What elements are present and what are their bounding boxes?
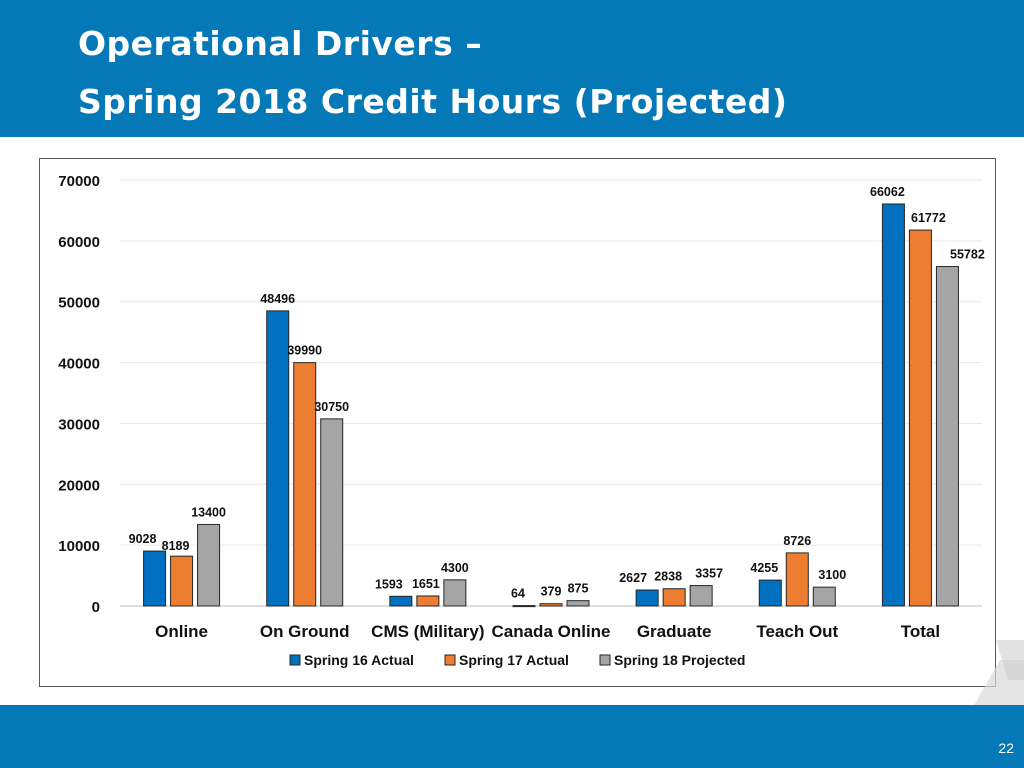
y-tick-label: 30000: [58, 416, 100, 433]
bar: [197, 523, 221, 607]
bar: [539, 603, 563, 607]
y-tick-label: 10000: [58, 538, 100, 555]
legend-swatch: [444, 654, 456, 666]
category-label: Graduate: [637, 622, 712, 641]
bar: [908, 229, 932, 607]
bar: [293, 362, 317, 607]
y-tick-label: 40000: [58, 356, 100, 373]
chart-frame: 0 10000 20000 30000 40000 50000 60000 70000 902…: [39, 158, 996, 687]
legend-swatch: [289, 654, 301, 666]
data-labels: 9028 8189 13400 48496 39990 30750 1593 16514300…: [129, 185, 985, 601]
data-label: 1593: [375, 577, 403, 591]
legend: Spring 16 Actual Spring 17 Actual Spring 1…: [289, 652, 745, 668]
slide-header: Operational Drivers – Spring 2018 Credit…: [0, 0, 1024, 137]
bar: [662, 588, 686, 607]
bar-chart: 0 10000 20000 30000 40000 50000 60000 70000 902…: [58, 173, 985, 668]
page-number: 22: [998, 740, 1014, 756]
bar: [881, 203, 905, 607]
bar: [389, 595, 413, 607]
bar: [416, 595, 440, 607]
data-label: 64: [511, 587, 525, 601]
category-label: Total: [901, 622, 940, 641]
data-label: 61772: [911, 211, 946, 225]
y-tick-label: 20000: [58, 477, 100, 494]
legend-label: Spring 17 Actual: [459, 652, 569, 668]
data-label: 48496: [260, 292, 295, 306]
data-label: 2627: [619, 571, 647, 585]
bar: [689, 585, 713, 607]
category-label: Canada Online: [491, 622, 610, 641]
data-label: 9028: [129, 532, 157, 546]
data-label: 4255: [750, 561, 778, 575]
bar: [266, 310, 290, 607]
slide-title-line-1: Operational Drivers –: [78, 24, 483, 63]
data-label: 1651: [412, 577, 440, 591]
bar: [320, 418, 344, 607]
data-label: 875: [568, 582, 589, 596]
bar: [785, 552, 809, 607]
gridlines: [120, 179, 982, 607]
data-label: 8726: [783, 534, 811, 548]
y-tick-label: 50000: [58, 295, 100, 312]
x-axis-categories: Online On Ground CMS (Military) Canada Onli…: [155, 622, 940, 641]
bar: [935, 266, 959, 607]
data-label: 3357: [695, 567, 723, 581]
category-label: On Ground: [260, 622, 350, 641]
data-label: 66062: [870, 185, 905, 199]
legend-swatch: [599, 654, 611, 666]
bar: [512, 605, 536, 608]
bar: [758, 579, 782, 607]
data-label: 8189: [162, 539, 190, 553]
y-tick-label: 60000: [58, 234, 100, 251]
data-label: 379: [541, 585, 562, 599]
legend-label: Spring 18 Projected: [614, 652, 745, 668]
y-tick-label: 70000: [58, 173, 100, 190]
data-label: 30750: [314, 400, 349, 414]
y-tick-label: 0: [92, 599, 100, 616]
data-label: 13400: [191, 505, 226, 519]
bar: [635, 589, 659, 607]
data-label: 3100: [818, 568, 846, 582]
slide-footer: [0, 705, 1024, 768]
bar: [443, 579, 467, 607]
bar: [170, 555, 194, 607]
legend-label: Spring 16 Actual: [304, 652, 414, 668]
category-label: Teach Out: [756, 622, 838, 641]
bar: [566, 600, 590, 607]
slide-title-line-2: Spring 2018 Credit Hours (Projected): [78, 82, 788, 121]
data-label: 39990: [287, 344, 322, 358]
data-label: 2838: [654, 570, 682, 584]
data-label: 55782: [950, 248, 985, 262]
bar: [812, 586, 836, 607]
bar: [143, 550, 167, 607]
category-label: Online: [155, 622, 208, 641]
category-label: CMS (Military): [371, 622, 484, 641]
bars: [143, 203, 959, 608]
y-axis-ticks: 0 10000 20000 30000 40000 50000 60000 70000: [58, 173, 100, 616]
data-label: 4300: [441, 561, 469, 575]
